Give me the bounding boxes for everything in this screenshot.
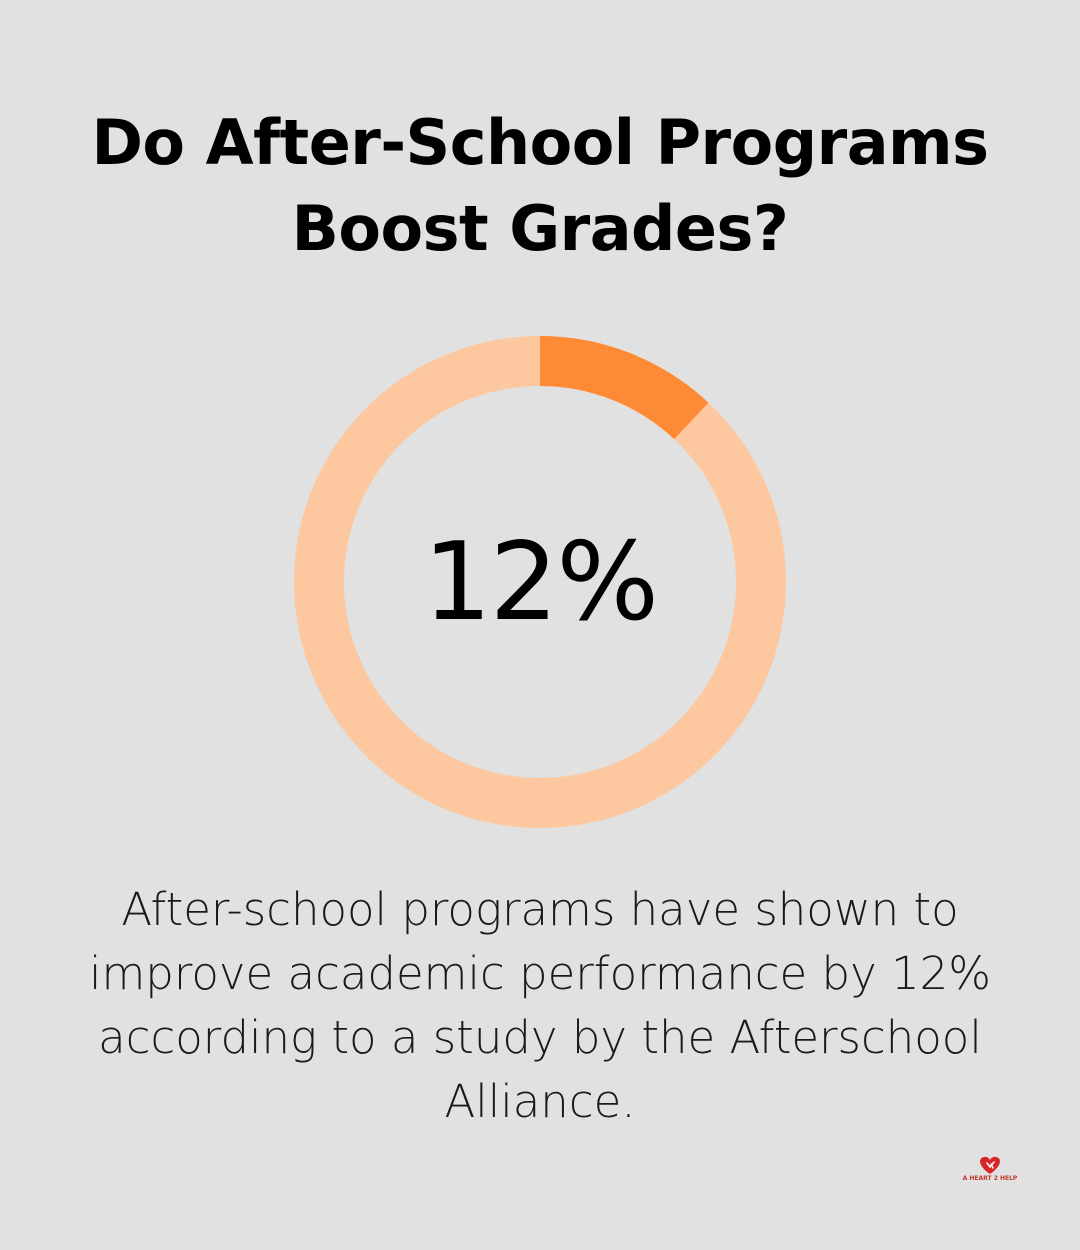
donut-center-label: 12% (422, 520, 659, 645)
description-text: After-school programs have shown to impr… (88, 883, 992, 1128)
brand-logo: A HEART 2 HELP (960, 1154, 1020, 1188)
donut-chart (294, 336, 786, 828)
donut-value-arc (294, 336, 786, 828)
infographic-title: Do After-School Programs Boost Grades? (91, 106, 989, 265)
heart-hands-icon (980, 1156, 1000, 1174)
logo-heart (980, 1156, 1000, 1174)
logo-hands (986, 1161, 995, 1169)
logo-text: A HEART 2 HELP (962, 1175, 1018, 1182)
